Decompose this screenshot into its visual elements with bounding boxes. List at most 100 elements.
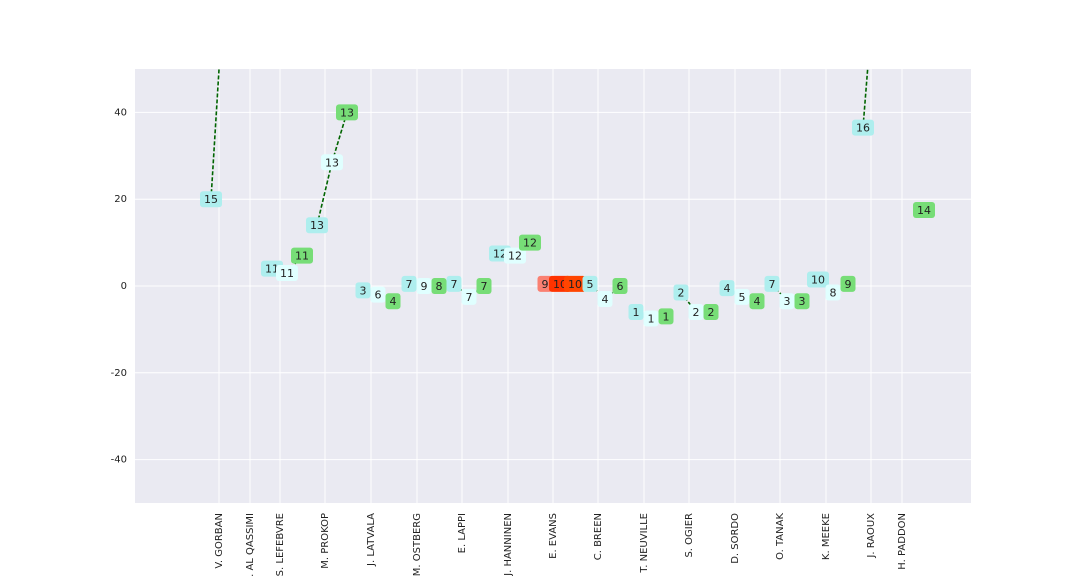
x-tick-label: H. PADDON: [897, 513, 908, 570]
point-box: [416, 278, 432, 294]
point-box: [321, 154, 343, 171]
value-label: 11: [265, 263, 279, 276]
point-box: [200, 191, 222, 208]
point-box: [643, 310, 659, 327]
x-tick-label: M. PROKOP: [320, 513, 331, 569]
value-label: 12: [508, 250, 522, 263]
x-tick-label: S. AL QASSIMI: [245, 513, 256, 576]
x-tick-label: T. NEUVILLE: [639, 513, 650, 574]
point-box: [291, 247, 313, 264]
point-box: [794, 293, 810, 310]
value-label: 7: [769, 278, 776, 291]
y-tick-label: -20: [111, 368, 127, 379]
x-tick-label: D. SORDO: [730, 513, 741, 564]
point-box: [385, 293, 401, 310]
x-tick-label: E. EVANS: [548, 513, 559, 559]
connector: [331, 112, 348, 163]
point-box: [913, 202, 935, 219]
point-box: [719, 280, 735, 297]
value-label: 1: [663, 310, 670, 323]
value-label: 13: [310, 219, 324, 232]
x-tick-label: O. TANAK: [775, 513, 786, 560]
x-tick-label: K. MEEKE: [821, 513, 832, 560]
point-box: [673, 284, 689, 301]
y-tick-label: 0: [121, 281, 127, 292]
x-tick-label: S. LEFEBVRE: [275, 513, 286, 576]
value-label: 9: [542, 278, 549, 291]
point-box: [734, 288, 750, 305]
point-box: [658, 308, 674, 325]
point-box: [825, 284, 841, 301]
point-box: [370, 286, 386, 303]
value-label: 1: [633, 306, 640, 319]
point-box: [779, 293, 795, 310]
x-tick-label: J. HANNINEN: [503, 513, 514, 576]
point-box: [764, 275, 780, 292]
value-label: 12: [493, 247, 507, 260]
point-box: [852, 119, 874, 136]
value-label: 4: [602, 293, 609, 306]
value-label: 10: [568, 278, 582, 291]
point-box: [504, 247, 526, 264]
point-box: [807, 271, 829, 288]
value-label: 3: [360, 284, 367, 297]
point-box: [749, 293, 765, 310]
value-label: 10: [811, 273, 825, 286]
value-label: 12: [523, 237, 537, 250]
value-label: 7: [406, 278, 413, 291]
value-label: 4: [754, 295, 761, 308]
x-tick-label: C. BREEN: [593, 513, 604, 560]
point-box: [688, 304, 704, 321]
point-box: [431, 278, 447, 294]
x-tick-label: J. RAOUX: [866, 513, 877, 559]
connector: [862, 69, 869, 128]
value-label: 16: [856, 122, 870, 135]
value-label: 15: [204, 193, 218, 206]
value-label: 7: [481, 280, 488, 293]
value-label: 11: [295, 250, 309, 263]
point-box: [582, 275, 598, 292]
point-box: [612, 278, 628, 294]
value-label: 13: [325, 156, 339, 169]
value-label: 4: [390, 295, 397, 308]
x-tick-label: M. OSTBERG: [412, 513, 423, 576]
point-box: [336, 104, 358, 121]
point-box: [519, 234, 541, 251]
point-box: [355, 282, 371, 299]
value-label: 5: [739, 291, 746, 304]
value-label: 11: [280, 267, 294, 280]
y-tick-label: 40: [114, 107, 127, 118]
value-label: 9: [845, 278, 852, 291]
value-label: 10: [553, 278, 567, 291]
value-label: 14: [917, 204, 931, 217]
point-box: [840, 275, 856, 292]
connector: [316, 162, 333, 226]
value-label: 7: [451, 278, 458, 291]
value-label: 9: [421, 280, 428, 293]
value-label: 3: [784, 295, 791, 308]
point-box: [628, 304, 644, 321]
point-box: [306, 217, 328, 234]
point-box: [564, 275, 586, 292]
value-label: 2: [678, 287, 685, 300]
value-label: 13: [340, 106, 354, 119]
x-tick-label: V. GORBAN: [214, 513, 225, 569]
point-box: [276, 264, 298, 281]
y-tick-label: 20: [114, 194, 127, 205]
point-box: [703, 304, 719, 321]
value-label: 3: [799, 295, 806, 308]
point-box: [597, 291, 613, 308]
value-label: 1: [648, 313, 655, 326]
point-box: [401, 275, 417, 292]
value-label: 4: [724, 282, 731, 295]
value-label: 5: [587, 278, 594, 291]
x-tick-label: J. LATVALA: [366, 513, 377, 567]
value-label: 8: [436, 280, 443, 293]
y-tick-label: -40: [111, 455, 127, 466]
x-tick-label: E. LAPPI: [457, 513, 468, 553]
x-tick-label: S. OGIER: [684, 513, 695, 558]
value-label: 2: [708, 306, 715, 319]
point-box: [476, 278, 492, 294]
point-box: [537, 275, 553, 292]
